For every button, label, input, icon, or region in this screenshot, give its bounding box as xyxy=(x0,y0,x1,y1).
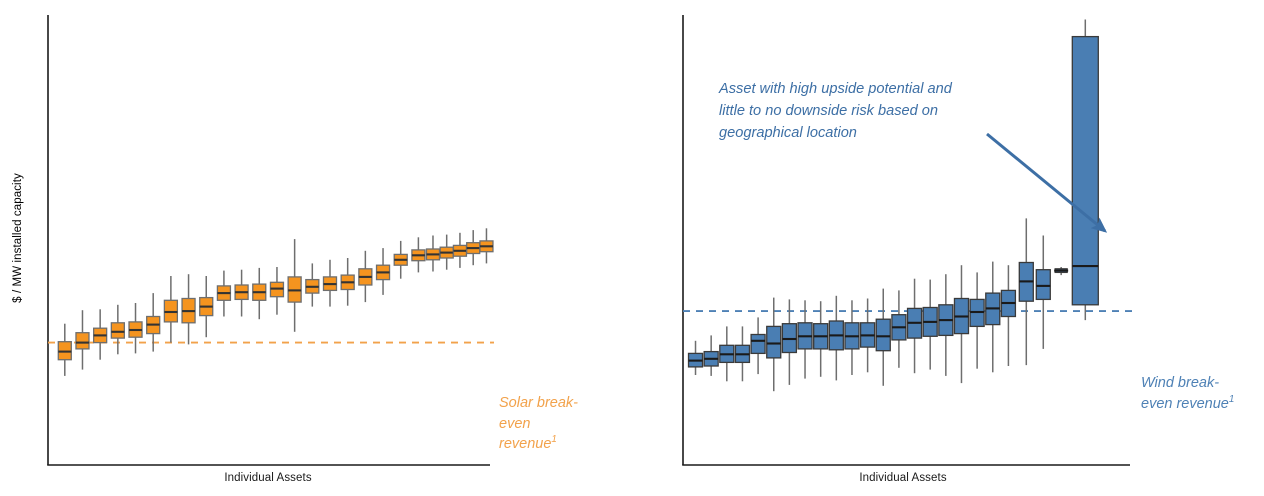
box-plot-item xyxy=(287,239,302,332)
box-plot-item xyxy=(906,278,923,374)
box-plot-item xyxy=(844,300,860,375)
wind-breakeven-line-2: even revenue xyxy=(1141,395,1229,412)
box-plot-item xyxy=(687,340,704,375)
box-plot-item xyxy=(1000,265,1017,366)
wind-annotation-line-3: geographical location xyxy=(719,125,857,142)
box-plot-item xyxy=(703,335,719,376)
box-plot-item xyxy=(719,326,735,382)
solar-y-axis-title: $ / MW installed capacity xyxy=(12,173,24,303)
box-plot-item xyxy=(128,303,143,354)
box-plot-item xyxy=(425,235,441,272)
wind-breakeven-footnote: 1 xyxy=(1228,393,1235,405)
box-plot-item xyxy=(234,269,249,317)
box-plot-item xyxy=(938,274,954,376)
box-plot-item xyxy=(375,248,391,295)
solar-breakeven-line-2: even xyxy=(499,415,531,432)
box-plot-item xyxy=(452,232,468,268)
wind-annotation-line-1: Asset with high upside potential and xyxy=(719,81,952,97)
box-plot-item xyxy=(466,230,481,266)
box-plot-item xyxy=(146,293,161,352)
solar-breakeven-label: Solar break- even revenue1 xyxy=(499,393,619,455)
box-plot-item xyxy=(859,298,876,373)
box-plot-item xyxy=(216,270,232,317)
wind-breakeven-line-1: Wind break- xyxy=(1141,375,1220,391)
solar-breakeven-line-1: Solar break- xyxy=(499,395,578,411)
solar-breakeven-line-3: revenue xyxy=(499,436,552,453)
box-plot-item xyxy=(891,290,907,368)
box-plot-item xyxy=(1054,267,1069,276)
box-plot-item xyxy=(411,237,426,273)
box-plot-item xyxy=(199,276,214,338)
box-plot-item xyxy=(766,297,782,392)
box-rect xyxy=(750,333,766,355)
box-plot-item xyxy=(322,259,338,307)
box-plot-item xyxy=(750,317,766,375)
box-rect xyxy=(875,318,891,352)
wind-x-axis-title: Individual Assets xyxy=(859,472,947,484)
box-plot-item xyxy=(969,272,985,369)
box-rect xyxy=(1035,269,1051,301)
wind-boxplot-svg xyxy=(682,15,1134,466)
box-plot-item xyxy=(1071,19,1099,321)
box-plot-item xyxy=(1018,218,1034,366)
box-plot-item xyxy=(75,310,90,370)
wind-breakeven-label: Wind break- even revenue1 xyxy=(1141,373,1259,414)
box-plot-item xyxy=(875,288,891,386)
box-plot-item xyxy=(781,299,798,385)
solar-breakeven-footnote: 1 xyxy=(551,434,557,446)
box-plot-item xyxy=(252,267,267,320)
box-plot-item xyxy=(340,258,355,306)
box-plot-item xyxy=(393,240,408,279)
box-plot-item xyxy=(922,279,938,370)
box-plot-item xyxy=(828,295,844,381)
box-plot-item xyxy=(181,274,196,345)
box-plot-item xyxy=(269,267,285,315)
solar-x-axis-title: Individual Assets xyxy=(224,472,312,484)
wind-chart-panel: Individual Assets Asset with high upside… xyxy=(632,0,1264,496)
box-plot-item xyxy=(439,234,454,270)
box-rect xyxy=(766,325,782,359)
solar-chart-panel: $ / MW installed capacity Individual Ass… xyxy=(12,15,619,484)
wind-callout-annotation: Asset with high upside potential and lit… xyxy=(719,78,1039,145)
box-plot-item xyxy=(479,228,494,264)
box-plot-item xyxy=(734,326,751,382)
callout-arrow-icon xyxy=(986,132,1108,233)
box-rect xyxy=(75,332,90,350)
box-rect xyxy=(1071,35,1099,306)
box-plot-item xyxy=(93,309,108,360)
solar-boxplot-svg xyxy=(47,15,494,466)
box-plot-item xyxy=(358,250,373,303)
box-plot-item xyxy=(953,265,970,384)
box-rect xyxy=(110,322,125,339)
box-plot-item xyxy=(797,300,813,379)
box-plot-item xyxy=(1035,235,1051,349)
box-plot-item xyxy=(57,323,72,376)
box-plot-item xyxy=(163,276,179,343)
wind-annotation-line-2: little to no downside risk based on xyxy=(719,103,939,120)
box-plot-item xyxy=(305,263,320,307)
box-plot-item xyxy=(813,301,829,377)
box-plot-item xyxy=(110,304,125,355)
box-plot-item xyxy=(985,261,1001,373)
